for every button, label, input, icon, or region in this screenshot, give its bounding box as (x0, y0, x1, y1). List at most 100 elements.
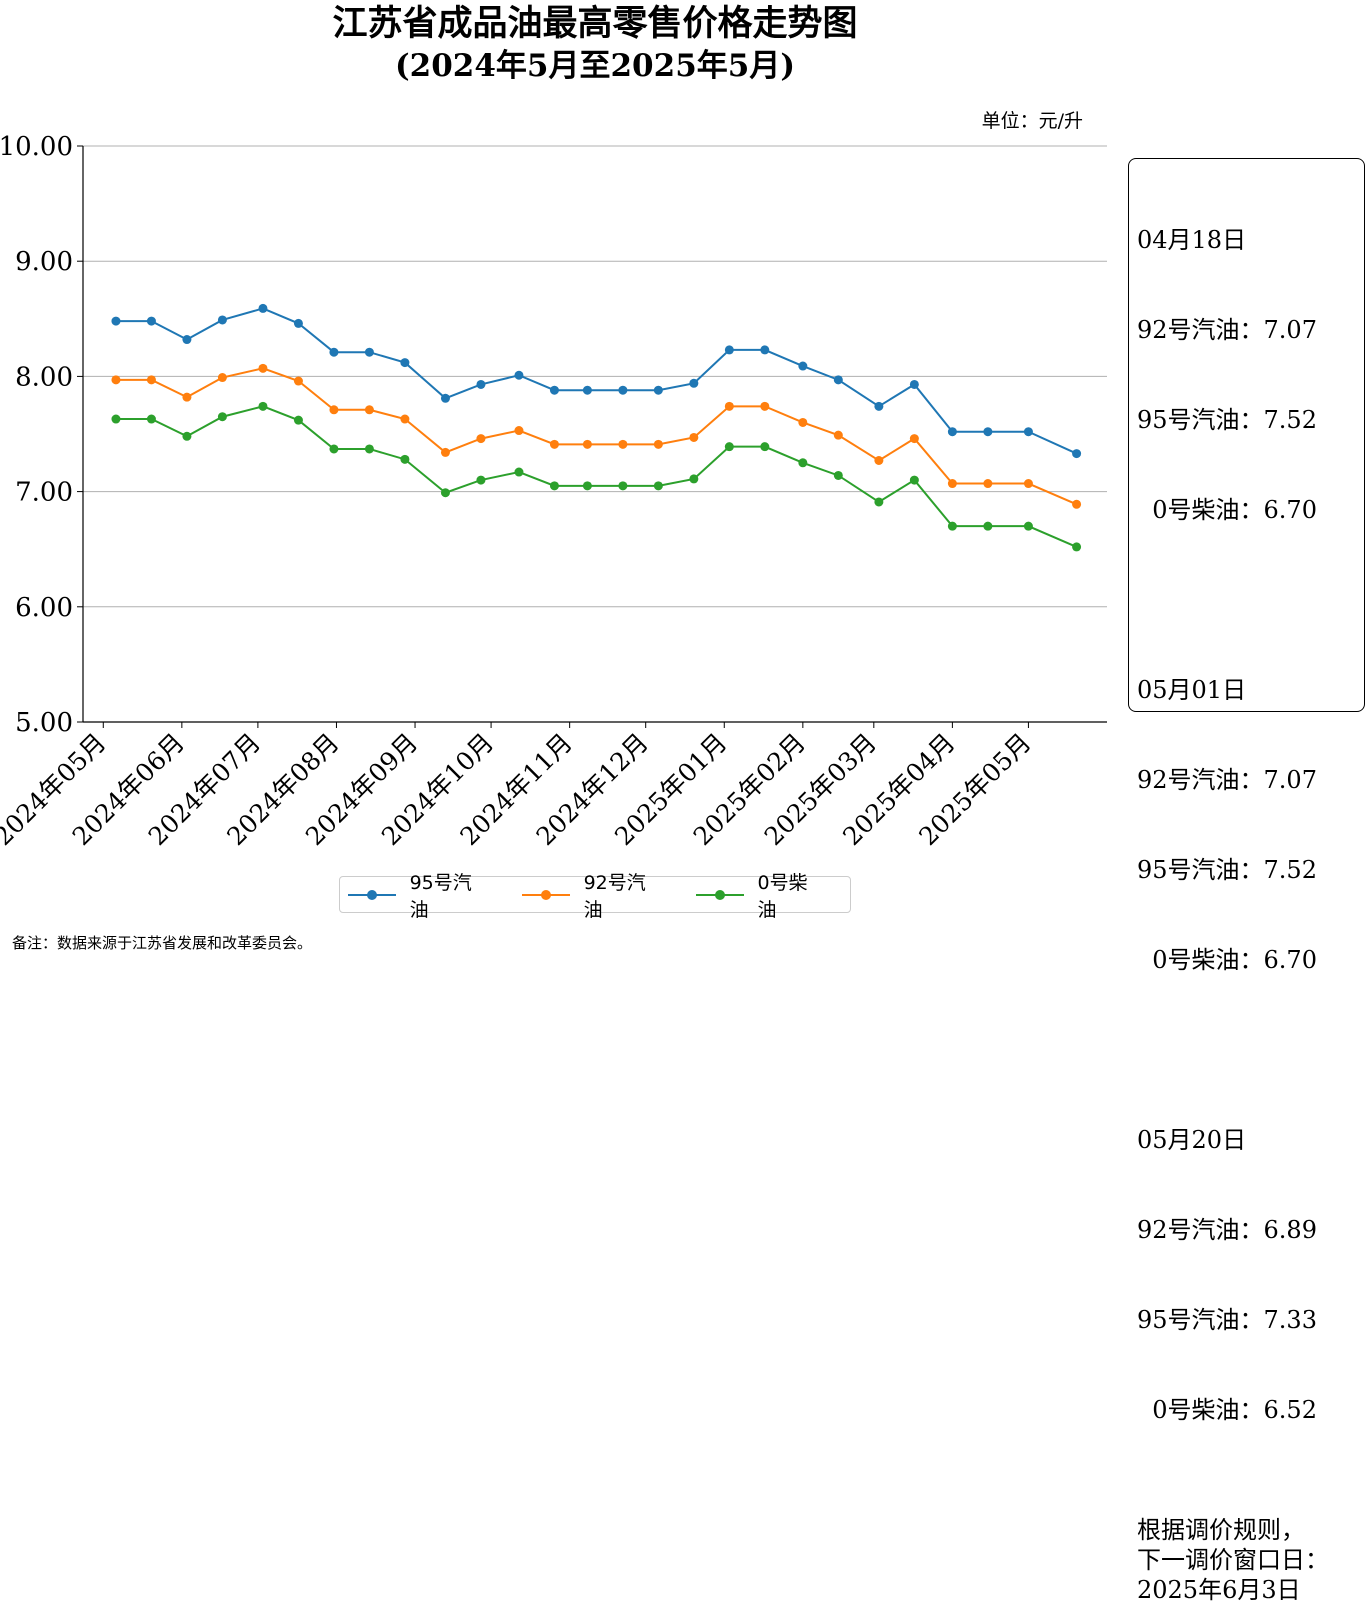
data-point (983, 479, 993, 489)
data-point (514, 467, 524, 477)
rule-line-3: 2025年6月3日 (1137, 1576, 1301, 1604)
legend: 95号汽油 92号汽油 0号柴油 (339, 872, 851, 921)
data-point (329, 405, 339, 415)
data-point (760, 401, 770, 411)
data-point (689, 378, 699, 388)
info-92: 92号汽油：7.07 (1137, 766, 1317, 794)
axes (77, 145, 1107, 728)
data-point (874, 497, 884, 507)
x-tick-labels: 2024年05月2024年06月2024年07月2024年08月2024年09月… (0, 728, 1037, 851)
data-point (476, 434, 486, 444)
data-point (874, 401, 884, 411)
info-0: 0号柴油：6.52 (1137, 1396, 1317, 1424)
legend-label-95: 95号汽油 (409, 871, 472, 921)
info-block-0520: 05月20日 92号汽油：6.89 95号汽油：7.33 0号柴油：6.52 (1137, 1065, 1364, 1485)
data-point (798, 361, 808, 371)
data-point (258, 401, 268, 411)
rule-line-1: 根据调价规则， (1137, 1516, 1305, 1544)
series-line-1 (115, 367, 1077, 506)
y-tick-label: 9.00 (15, 247, 73, 277)
data-point (1023, 479, 1033, 489)
data-point (182, 431, 192, 441)
data-point (1072, 542, 1082, 552)
data-point (724, 442, 734, 452)
data-point (111, 375, 121, 385)
data-point (618, 439, 628, 449)
data-point (1023, 427, 1033, 437)
legend-label-92: 92号汽油 (583, 871, 646, 921)
data-point (182, 335, 192, 345)
data-point (258, 303, 268, 313)
info-date: 05月01日 (1137, 676, 1247, 704)
data-point (293, 415, 303, 425)
data-point (618, 481, 628, 491)
info-block-0418: 04月18日 92号汽油：7.07 95号汽油：7.52 0号柴油：6.70 (1137, 165, 1364, 585)
info-0: 0号柴油：6.70 (1137, 496, 1317, 524)
data-point (293, 318, 303, 328)
legend-item-95: 95号汽油 (348, 868, 490, 922)
data-point (1072, 449, 1082, 459)
data-point (724, 401, 734, 411)
data-point (833, 375, 843, 385)
data-point (146, 375, 156, 385)
data-point (653, 481, 663, 491)
info-block-0501: 05月01日 92号汽油：7.07 95号汽油：7.52 0号柴油：6.70 (1137, 615, 1364, 1035)
legend-item-92: 92号汽油 (522, 868, 664, 922)
series-lines (111, 303, 1082, 552)
data-point (329, 444, 339, 454)
data-point (582, 385, 592, 395)
data-point (440, 447, 450, 457)
data-point (983, 521, 993, 531)
y-tick-label: 10.00 (0, 132, 73, 162)
data-point (760, 345, 770, 355)
info-0: 0号柴油：6.70 (1137, 946, 1317, 974)
data-point (476, 475, 486, 485)
y-tick-label: 5.00 (15, 708, 73, 738)
data-point (549, 481, 559, 491)
info-95: 95号汽油：7.33 (1137, 1306, 1317, 1334)
data-point (947, 427, 957, 437)
rule-line-2: 下一调价窗口日： (1137, 1546, 1329, 1574)
data-point (400, 414, 410, 424)
data-point (400, 358, 410, 368)
data-point (909, 475, 919, 485)
info-date: 05月20日 (1137, 1126, 1247, 1154)
data-point (476, 379, 486, 389)
series-line-0 (115, 307, 1077, 455)
data-point (293, 376, 303, 386)
data-point (329, 347, 339, 357)
y-tick-labels: 5.00 6.00 7.00 8.00 9.00 10.00 (0, 132, 73, 738)
data-point (258, 363, 268, 373)
data-point (653, 439, 663, 449)
data-point (440, 393, 450, 403)
data-point (217, 373, 227, 383)
data-point (111, 316, 121, 326)
legend-marker-0 (696, 888, 744, 902)
data-point (798, 458, 808, 468)
info-95: 95号汽油：7.52 (1137, 856, 1317, 884)
data-point (217, 315, 227, 325)
data-point (1072, 499, 1082, 509)
data-point (689, 432, 699, 442)
data-point (874, 455, 884, 465)
data-point (217, 412, 227, 422)
data-point (549, 439, 559, 449)
data-point (364, 347, 374, 357)
data-point (582, 481, 592, 491)
data-point (724, 345, 734, 355)
data-point (1023, 521, 1033, 531)
data-point (909, 379, 919, 389)
data-point (689, 474, 699, 484)
legend-marker-92 (522, 888, 570, 902)
data-point (653, 385, 663, 395)
data-point (947, 479, 957, 489)
data-point (549, 385, 559, 395)
chart-subtitle: (2024年5月至2025年5月) (394, 48, 796, 84)
data-point (182, 392, 192, 402)
y-tick-label: 7.00 (15, 478, 73, 508)
data-point (146, 316, 156, 326)
chart-title: 江苏省成品油最高零售价格走势图 (332, 3, 858, 44)
data-point (909, 434, 919, 444)
data-point (440, 488, 450, 498)
info-92: 92号汽油：6.89 (1137, 1216, 1317, 1244)
